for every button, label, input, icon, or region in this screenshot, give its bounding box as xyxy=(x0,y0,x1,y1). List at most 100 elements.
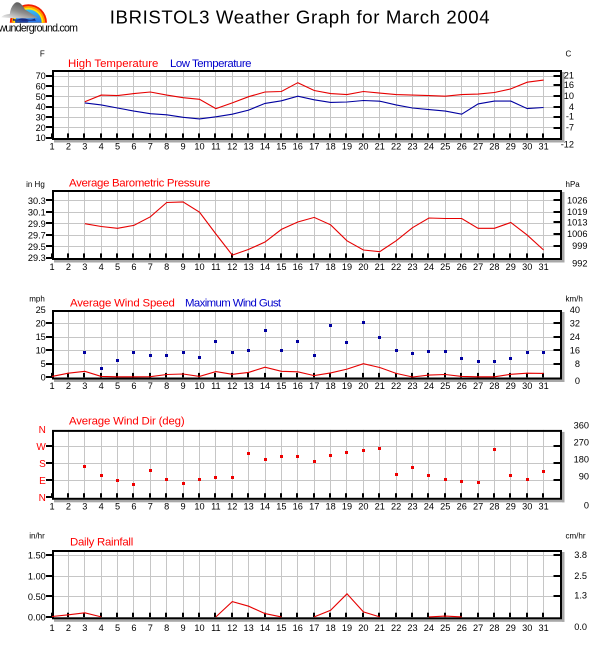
svg-text:C: C xyxy=(566,50,572,59)
svg-text:19: 19 xyxy=(342,262,352,272)
svg-text:19: 19 xyxy=(342,623,352,633)
svg-text:50: 50 xyxy=(36,92,46,102)
svg-text:30: 30 xyxy=(522,381,532,391)
svg-text:30: 30 xyxy=(522,623,532,633)
svg-text:40: 40 xyxy=(36,102,46,112)
svg-text:29.5: 29.5 xyxy=(28,242,46,252)
svg-text:6: 6 xyxy=(131,381,136,391)
svg-text:22: 22 xyxy=(391,142,401,152)
svg-text:2.5: 2.5 xyxy=(574,571,587,581)
svg-text:29: 29 xyxy=(506,262,516,272)
svg-text:2: 2 xyxy=(66,623,71,633)
svg-text:13: 13 xyxy=(243,623,253,633)
svg-text:18: 18 xyxy=(325,623,335,633)
svg-text:17: 17 xyxy=(309,142,319,152)
svg-text:12: 12 xyxy=(227,262,237,272)
svg-text:14: 14 xyxy=(260,142,270,152)
svg-text:8: 8 xyxy=(164,142,169,152)
svg-text:23: 23 xyxy=(407,262,417,272)
svg-text:0.50: 0.50 xyxy=(28,592,46,602)
svg-text:14: 14 xyxy=(260,623,270,633)
svg-text:31: 31 xyxy=(538,623,548,633)
svg-text:3: 3 xyxy=(82,142,87,152)
svg-text:1019: 1019 xyxy=(567,207,587,217)
svg-text:7: 7 xyxy=(148,623,153,633)
svg-text:29: 29 xyxy=(506,381,516,391)
svg-text:0.0: 0.0 xyxy=(574,622,587,632)
svg-text:1.3: 1.3 xyxy=(574,591,587,601)
svg-text:25: 25 xyxy=(440,262,450,272)
svg-text:-1: -1 xyxy=(566,112,574,122)
svg-text:13: 13 xyxy=(243,262,253,272)
svg-text:13: 13 xyxy=(243,142,253,152)
svg-text:30: 30 xyxy=(522,502,532,512)
svg-text:6: 6 xyxy=(131,142,136,152)
svg-text:22: 22 xyxy=(391,262,401,272)
svg-text:16: 16 xyxy=(293,623,303,633)
svg-text:5: 5 xyxy=(41,359,46,369)
svg-text:3: 3 xyxy=(82,623,87,633)
svg-text:Average Wind Speed: Average Wind Speed xyxy=(70,298,175,310)
svg-text:16: 16 xyxy=(564,80,574,90)
svg-text:360: 360 xyxy=(574,421,589,431)
svg-text:0.00: 0.00 xyxy=(28,613,46,623)
svg-text:15: 15 xyxy=(36,332,46,342)
svg-text:4: 4 xyxy=(99,502,104,512)
svg-text:22: 22 xyxy=(391,502,401,512)
svg-text:F: F xyxy=(40,50,45,59)
svg-text:E: E xyxy=(39,476,46,487)
svg-text:1026: 1026 xyxy=(567,195,587,205)
svg-text:20: 20 xyxy=(358,381,368,391)
svg-text:19: 19 xyxy=(342,502,352,512)
svg-text:11: 11 xyxy=(211,623,221,633)
svg-text:cm/hr: cm/hr xyxy=(566,532,586,541)
svg-text:999: 999 xyxy=(572,241,587,251)
svg-text:-12: -12 xyxy=(561,140,574,150)
svg-text:40: 40 xyxy=(570,305,580,315)
svg-text:29: 29 xyxy=(506,502,516,512)
svg-text:9: 9 xyxy=(181,381,186,391)
svg-text:5: 5 xyxy=(115,262,120,272)
svg-text:27: 27 xyxy=(473,502,483,512)
svg-text:20: 20 xyxy=(358,262,368,272)
svg-text:12: 12 xyxy=(227,623,237,633)
svg-text:17: 17 xyxy=(309,502,319,512)
svg-text:12: 12 xyxy=(227,381,237,391)
svg-text:High Temperature: High Temperature xyxy=(68,58,158,70)
svg-text:31: 31 xyxy=(538,502,548,512)
svg-text:10: 10 xyxy=(564,91,574,101)
svg-text:20: 20 xyxy=(358,623,368,633)
svg-text:9: 9 xyxy=(181,142,186,152)
svg-text:13: 13 xyxy=(243,381,253,391)
svg-text:30: 30 xyxy=(36,113,46,123)
svg-text:29: 29 xyxy=(506,623,516,633)
svg-text:18: 18 xyxy=(325,262,335,272)
svg-text:15: 15 xyxy=(276,262,286,272)
svg-text:22: 22 xyxy=(391,381,401,391)
svg-text:3: 3 xyxy=(82,502,87,512)
svg-text:9: 9 xyxy=(181,623,186,633)
svg-text:4: 4 xyxy=(99,623,104,633)
svg-text:18: 18 xyxy=(325,142,335,152)
svg-text:18: 18 xyxy=(325,502,335,512)
svg-text:31: 31 xyxy=(538,262,548,272)
svg-text:4: 4 xyxy=(99,142,104,152)
svg-text:30: 30 xyxy=(522,142,532,152)
svg-text:29.3: 29.3 xyxy=(28,253,46,263)
svg-text:4: 4 xyxy=(99,381,104,391)
svg-text:26: 26 xyxy=(457,623,467,633)
svg-text:15: 15 xyxy=(276,623,286,633)
svg-text:10: 10 xyxy=(194,502,204,512)
svg-text:1: 1 xyxy=(49,381,54,391)
svg-text:20: 20 xyxy=(358,142,368,152)
svg-text:hPa: hPa xyxy=(566,180,581,189)
svg-text:20: 20 xyxy=(36,123,46,133)
svg-text:21: 21 xyxy=(375,262,385,272)
svg-text:28: 28 xyxy=(489,262,499,272)
svg-text:26: 26 xyxy=(457,381,467,391)
svg-text:S: S xyxy=(39,459,46,470)
svg-text:8: 8 xyxy=(575,359,580,369)
svg-text:12: 12 xyxy=(227,142,237,152)
svg-text:21: 21 xyxy=(375,142,385,152)
svg-text:1013: 1013 xyxy=(567,217,587,227)
